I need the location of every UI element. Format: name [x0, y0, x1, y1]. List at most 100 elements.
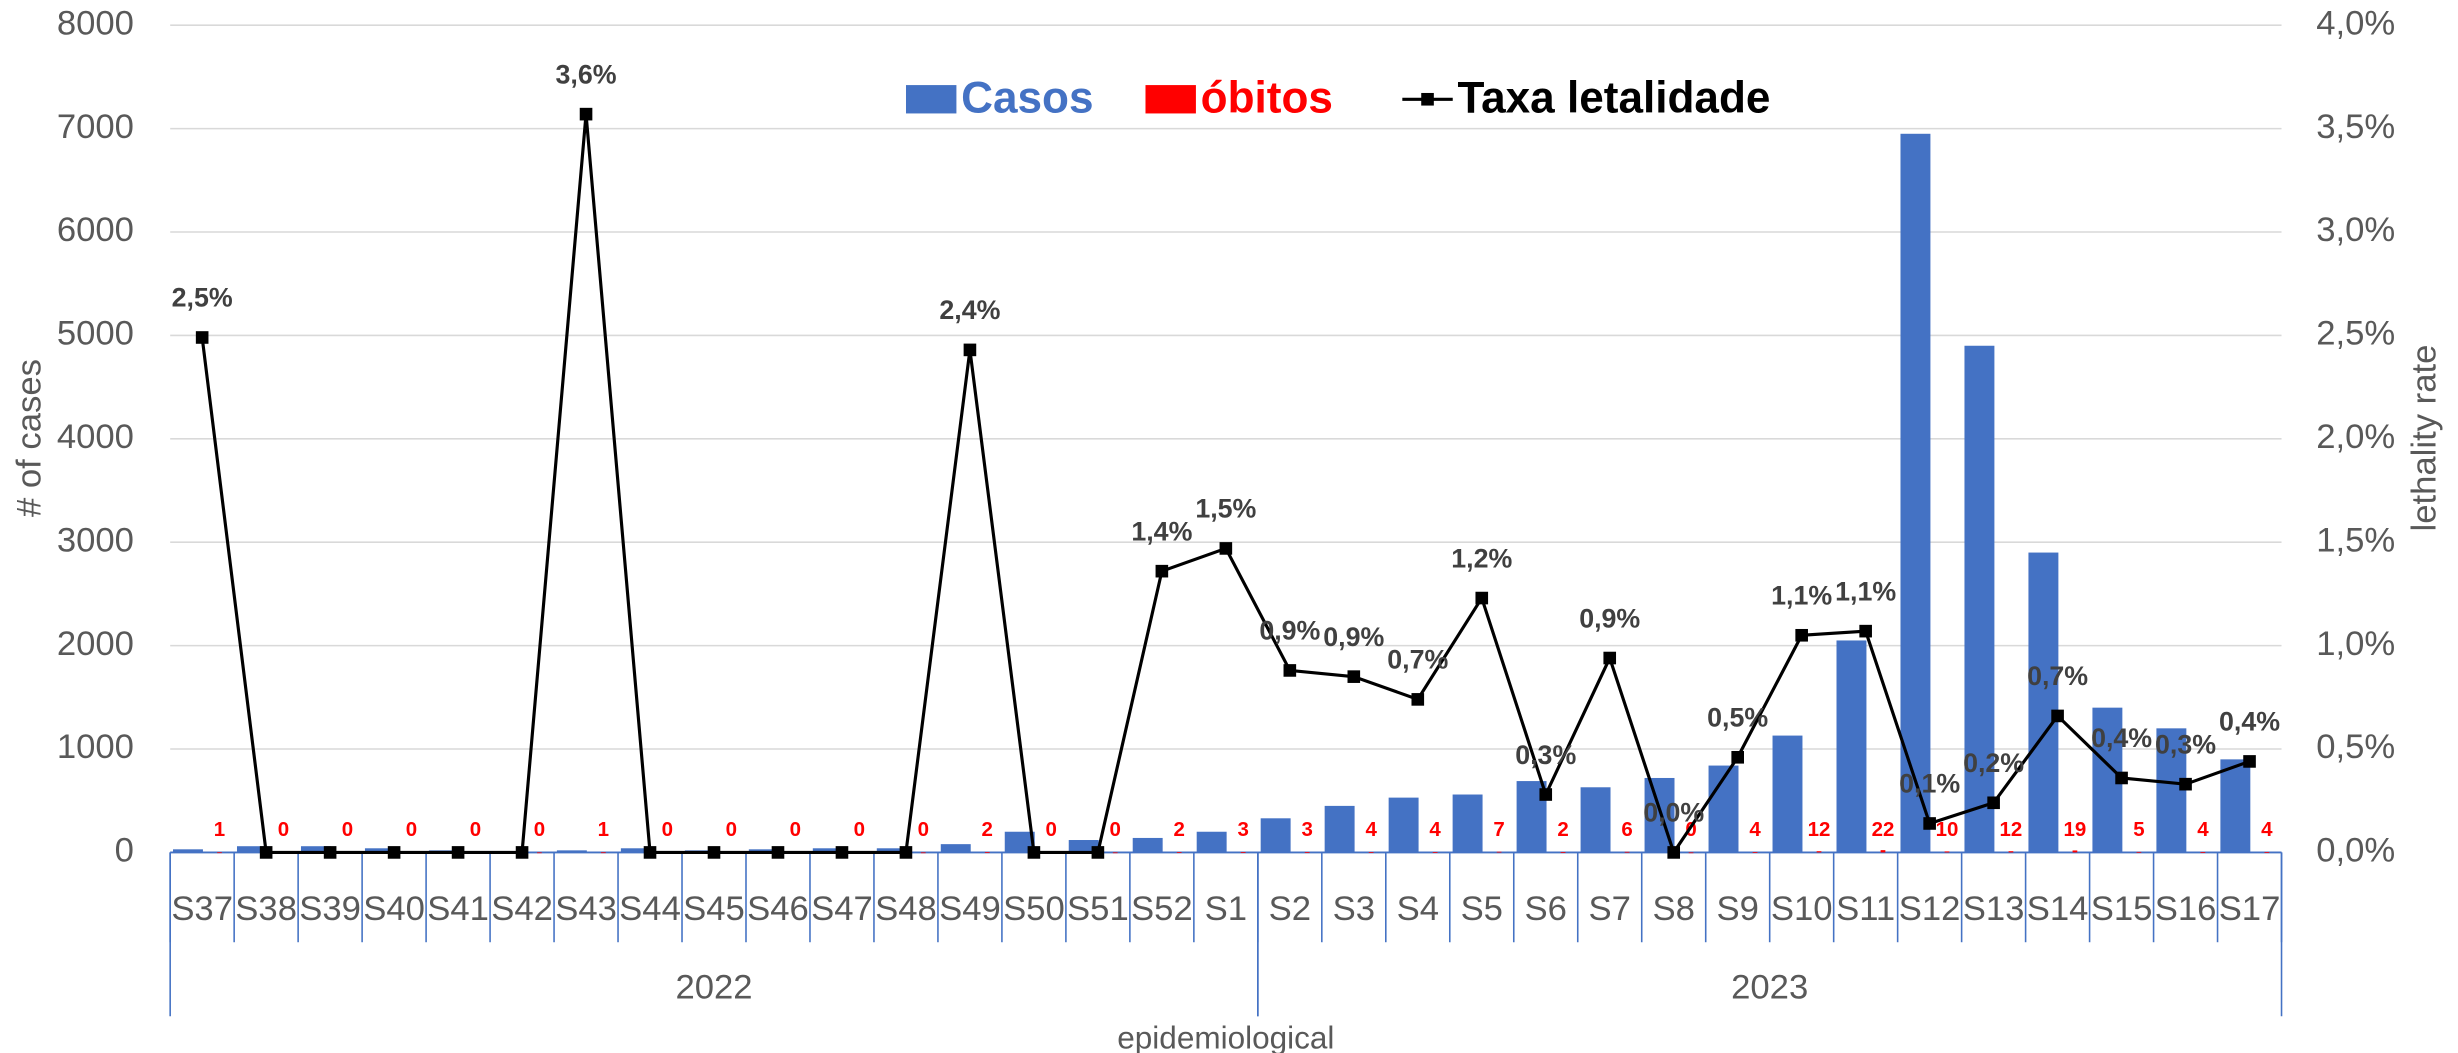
x-tick-label: S3	[1333, 890, 1375, 928]
y2-tick-label: 1,0%	[2316, 625, 2395, 663]
x-tick-label: S5	[1461, 890, 1503, 928]
y2-tick-label: 2,0%	[2316, 418, 2395, 456]
data-label: 0	[726, 818, 737, 841]
bar	[1260, 818, 1291, 853]
bar	[1772, 735, 1803, 853]
x-tick-label: S46	[747, 890, 809, 928]
line-marker	[1347, 670, 1361, 683]
line-marker	[1923, 817, 1936, 830]
line-marker	[1411, 693, 1425, 706]
data-label: 0	[534, 818, 545, 841]
bar	[1304, 852, 1310, 853]
data-label: 0	[470, 818, 481, 841]
x-tick-label: S47	[811, 890, 873, 928]
data-label: 0,7%	[2027, 661, 2088, 691]
data-label: 2,5%	[172, 283, 233, 313]
data-label: 1,1%	[1771, 581, 1832, 611]
data-label: 1,5%	[1195, 494, 1256, 524]
x-tick-label: S50	[1003, 890, 1065, 928]
x-tick-label: S11	[1836, 890, 1895, 928]
bar	[1004, 831, 1035, 853]
y-tick-label: 8000	[57, 4, 134, 42]
data-label: 5	[2133, 818, 2144, 841]
data-label: 1	[214, 818, 225, 841]
bar	[537, 852, 542, 854]
bar	[2136, 851, 2142, 853]
line-marker	[707, 846, 721, 859]
data-label: 0	[918, 818, 929, 841]
line-marker	[1219, 542, 1233, 555]
bar	[1452, 794, 1483, 853]
legend-swatch	[1421, 92, 1434, 106]
x-tick-label: S6	[1525, 890, 1567, 928]
data-label: 12	[1808, 818, 1831, 841]
data-label: 0	[342, 818, 353, 841]
y-tick-label: 0	[115, 832, 134, 870]
data-label: 0	[854, 818, 865, 841]
y2-axis-title: lethality rate	[2406, 345, 2444, 532]
y-tick-label: 5000	[57, 315, 134, 353]
data-label: 0,7%	[1387, 645, 1448, 675]
line-marker	[771, 846, 785, 859]
x-tick-label: S8	[1653, 890, 1695, 928]
bar	[601, 852, 606, 854]
group-label: 2022	[675, 969, 752, 1007]
bar	[300, 846, 331, 853]
bar	[364, 848, 395, 853]
x-tick-label: S51	[1067, 890, 1129, 928]
y2-tick-label: 2,5%	[2316, 315, 2395, 353]
data-label: 2,4%	[939, 295, 1000, 325]
bar	[2264, 852, 2270, 853]
bar	[1068, 840, 1099, 853]
bar	[1496, 851, 1502, 853]
data-label: 4	[1365, 818, 1377, 841]
bar	[1324, 805, 1355, 853]
data-label: 1,1%	[1835, 576, 1896, 606]
bar	[2028, 552, 2059, 853]
y-axis-title: # of cases	[11, 359, 49, 517]
x-tick-label: S49	[939, 890, 1001, 928]
x-tick-label: S16	[2155, 890, 2217, 928]
x-tick-label: S38	[235, 890, 297, 928]
data-label: 0,9%	[1579, 603, 1640, 633]
bar	[1752, 852, 1758, 853]
bar	[1624, 851, 1630, 853]
line-marker	[1795, 628, 1808, 642]
legend-label: óbitos	[1201, 73, 1333, 122]
bar	[236, 846, 267, 853]
data-label: 2	[982, 818, 993, 841]
line-marker	[1603, 651, 1617, 665]
x-tick-label: S48	[875, 890, 937, 928]
data-label: 0,1%	[1899, 769, 1960, 799]
bar	[920, 852, 926, 854]
data-label: 0	[662, 818, 673, 841]
x-tick-label: S45	[683, 890, 745, 928]
x-tick-label: S37	[171, 890, 233, 928]
data-label: 0,9%	[1259, 616, 1320, 646]
y2-tick-label: 3,5%	[2316, 108, 2395, 146]
y2-tick-label: 3,0%	[2316, 211, 2395, 249]
bar	[1944, 851, 1950, 853]
line-marker	[2051, 709, 2064, 723]
line-marker	[2115, 771, 2128, 785]
legend-swatch	[905, 85, 957, 114]
bar	[173, 849, 203, 853]
legend-label: Taxa letalidade	[1457, 73, 1770, 122]
x-tick-label: S44	[619, 890, 681, 928]
y-tick-label: 1000	[57, 728, 134, 766]
bar	[1880, 850, 1886, 853]
bar	[1688, 852, 1694, 854]
line-marker	[1155, 564, 1169, 578]
bar	[876, 848, 907, 853]
bar	[1900, 133, 1931, 853]
bar	[1240, 852, 1246, 853]
y-tick-label: 6000	[57, 211, 134, 249]
line-marker	[1027, 846, 1041, 859]
x-tick-label: S4	[1397, 890, 1439, 928]
line	[200, 113, 2251, 856]
bar	[1560, 852, 1566, 854]
data-label: 0,3%	[1515, 740, 1576, 770]
line-marker	[1859, 624, 1872, 638]
data-label: 0	[1046, 818, 1057, 841]
bar	[556, 850, 587, 853]
